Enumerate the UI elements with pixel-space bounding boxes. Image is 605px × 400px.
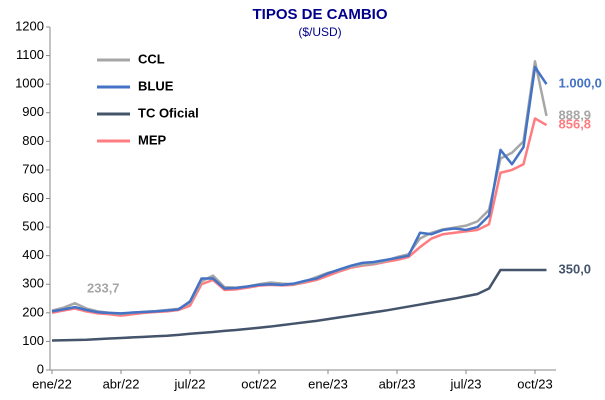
y-tick-label: 800 xyxy=(22,133,44,148)
x-tick-label: oct/22 xyxy=(241,376,276,391)
y-tick-label: 200 xyxy=(22,304,44,319)
legend-label: BLUE xyxy=(138,78,174,93)
legend-label: MEP xyxy=(138,132,167,147)
x-tick-label: ene/23 xyxy=(308,376,348,391)
x-tick-label: jul/23 xyxy=(449,376,481,391)
value-label: 1.000,0 xyxy=(559,76,602,91)
value-label: 233,7 xyxy=(87,281,120,296)
chart-title: TIPOS DE CAMBIO xyxy=(252,6,387,23)
x-tick-label: abr/22 xyxy=(103,376,140,391)
value-label: 888,9 xyxy=(559,107,592,122)
x-tick-label: oct/23 xyxy=(517,376,552,391)
x-tick-label: jul/22 xyxy=(173,376,205,391)
legend-label: TC Oficial xyxy=(138,105,199,120)
y-tick-label: 100 xyxy=(22,333,44,348)
y-tick-label: 600 xyxy=(22,190,44,205)
y-tick-label: 300 xyxy=(22,276,44,291)
y-tick-label: 500 xyxy=(22,219,44,234)
series-line xyxy=(51,268,547,342)
series-line xyxy=(51,60,548,316)
x-tick-label: abr/23 xyxy=(379,376,416,391)
series-line xyxy=(51,65,548,315)
y-tick-label: 1200 xyxy=(15,18,44,33)
chart-subtitle: ($/USD) xyxy=(298,25,341,39)
value-label: 856,8 xyxy=(559,117,592,132)
y-tick-label: 900 xyxy=(22,104,44,119)
y-tick-label: 0 xyxy=(37,361,44,376)
legend-label: CCL xyxy=(138,51,165,66)
y-tick-label: 1000 xyxy=(15,76,44,91)
series-line xyxy=(51,117,548,317)
y-tick-label: 1100 xyxy=(16,47,44,62)
value-label: 350,0 xyxy=(559,261,592,276)
x-tick-label: ene/22 xyxy=(32,376,72,391)
y-tick-label: 400 xyxy=(22,247,44,262)
y-tick-label: 700 xyxy=(22,161,44,176)
